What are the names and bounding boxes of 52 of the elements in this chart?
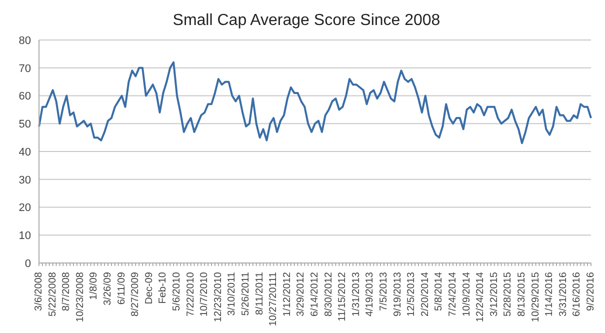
x-tick-label: 12/23/2010 (212, 272, 224, 322)
x-tick-label: 7/22/2010 (185, 272, 196, 316)
x-tick-label: 10/27/20111 (268, 272, 280, 326)
x-tick-label: 1/12/2012 (282, 272, 293, 316)
x-tick-label: 10/29/2015 (530, 272, 542, 322)
x-tick-label: Dec-09 (144, 272, 155, 304)
x-tick-label: 8/11/2011 (254, 272, 266, 316)
chart-title: Small Cap Average Score Since 2008 (172, 11, 442, 31)
x-tick-label: 2/20/2014 (420, 272, 431, 316)
x-tick-label: Feb-10 (158, 272, 169, 304)
y-tick-label: 50 (18, 118, 31, 131)
x-tick-label: 3/6/2008 (34, 272, 44, 311)
y-tick-label: 80 (18, 34, 31, 47)
x-tick-label: 9/2/2016 (586, 272, 596, 311)
x-tick-label: 9/19/2013 (392, 272, 404, 316)
x-tick-label: 5/28/2015 (502, 272, 514, 316)
x-tick-label: 5/22/2008 (47, 272, 58, 316)
x-tick-label: 1/14/2016 (544, 272, 556, 316)
x-tick-label: 5/6/2010 (172, 272, 182, 311)
x-tick-label: 3/12/2015 (488, 272, 500, 316)
x-tick-label: 8/30/2012 (323, 272, 334, 316)
x-tick-label: 5/8/2014 (434, 272, 445, 311)
x-tick-label: 1/8/09 (88, 272, 100, 300)
x-tick-label: 4/19/2013 (364, 272, 376, 316)
x-tick-label: 3/29/2012 (296, 272, 307, 316)
x-tick-label: 3/31/2016 (558, 272, 569, 316)
x-tick-label: 10/7/2010 (199, 272, 210, 316)
y-tick-label: 70 (18, 62, 31, 75)
x-tick-label: 12/5/2013 (406, 272, 418, 316)
x-tick-label: 3/26/09 (102, 272, 114, 306)
x-tick-label: 5/26/2011 (240, 272, 252, 316)
x-tick-label: 10/23/2008 (74, 272, 86, 322)
x-tick-label: 8/7/2008 (61, 272, 72, 311)
x-tick-label: 7/24/2014 (448, 272, 458, 316)
y-tick-label: 20 (18, 202, 31, 214)
x-tick-label: 1/31/2013 (350, 272, 362, 316)
y-tick-label: 30 (18, 174, 31, 186)
y-tick-label: 10 (18, 230, 31, 242)
x-tick-label: 8/13/2015 (516, 272, 528, 316)
x-tick-label: 11/15/2012 (337, 272, 348, 322)
x-tick-label: 6/16/2016 (572, 272, 583, 316)
x-tick-label: 8/27/2009 (130, 272, 142, 316)
x-tick-label: 10/9/2014 (461, 272, 472, 316)
y-tick-label: 60 (18, 90, 31, 103)
y-tick-label: 0 (24, 258, 31, 270)
y-tick-label: 40 (18, 146, 31, 158)
x-tick-label: 6/11/09 (116, 272, 128, 305)
x-tick-label: 7/5/2013 (378, 272, 390, 311)
x-tick-label: 3/10/2011 (226, 272, 238, 316)
x-tick-label: 6/14/2012 (310, 272, 320, 316)
x-tick-label: 12/24/2014 (475, 272, 486, 322)
line-series (38, 61, 592, 144)
